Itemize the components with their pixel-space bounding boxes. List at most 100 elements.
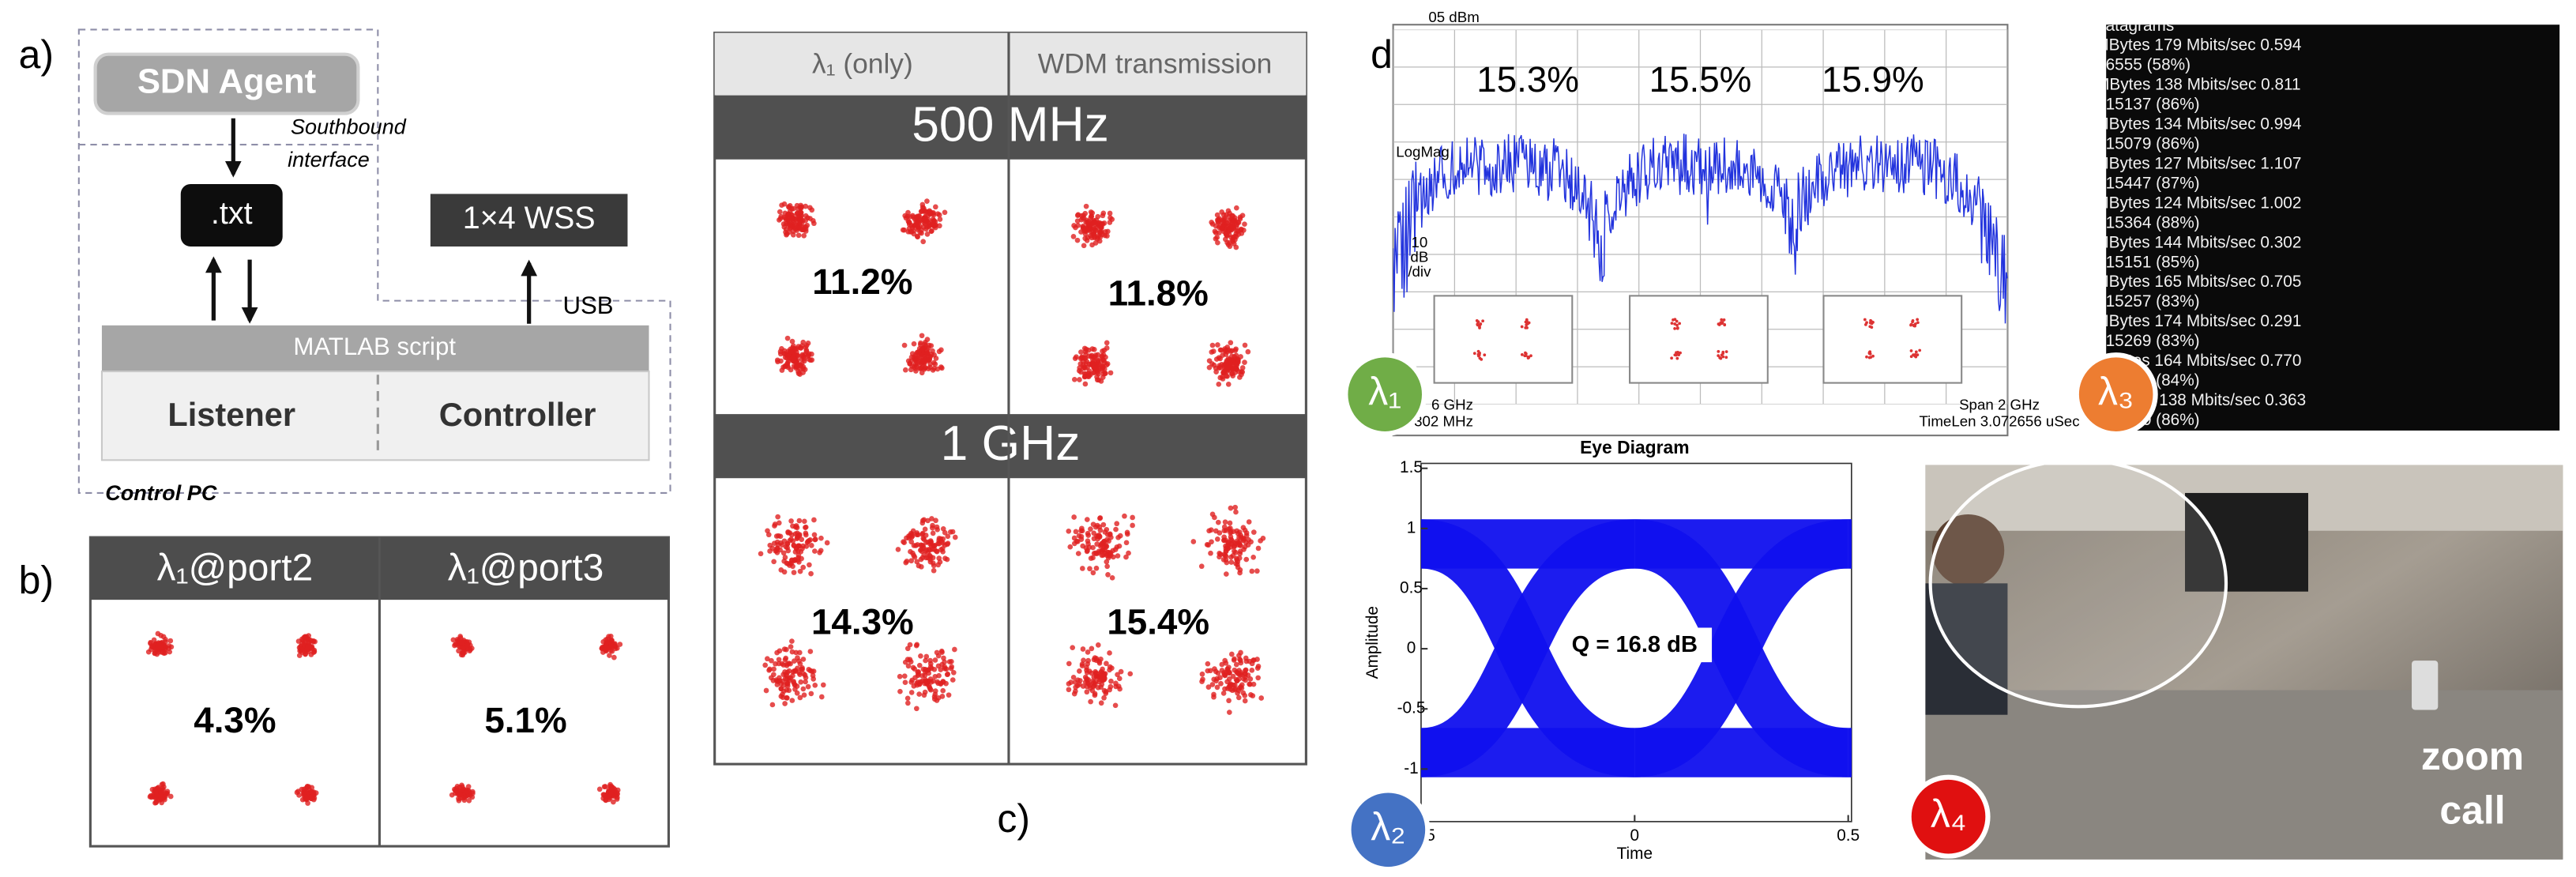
constellation-point [911, 552, 917, 559]
constellation-point [1104, 563, 1110, 570]
constellation-point [936, 212, 942, 218]
terminal-line: ms 3820/6555 (58%) [2038, 56, 2191, 74]
constellation-point [1091, 530, 1097, 536]
constellation-point [1231, 657, 1237, 663]
constellation-point [1107, 210, 1113, 216]
constellation-point [921, 205, 927, 211]
constellation-point [1228, 505, 1234, 511]
constellation-point [1250, 529, 1257, 535]
matlab-bar [101, 325, 649, 372]
constellation-point [299, 786, 305, 792]
constellation-point [788, 367, 794, 373]
constellation-point [1233, 244, 1239, 250]
constellation-point [1219, 661, 1225, 668]
constellation-point [1221, 672, 1228, 678]
constellation-point [1223, 548, 1229, 554]
constellation-point [1077, 668, 1082, 674]
constellation-point [1088, 209, 1094, 215]
photo-table [1925, 690, 2563, 860]
constellation-point [1230, 239, 1235, 244]
constellation-point [1102, 671, 1108, 676]
photo-caption: zoom [2421, 734, 2524, 778]
constellation-point [931, 212, 937, 218]
evm-value: 14.3% [811, 601, 914, 642]
constellation-point [1085, 548, 1090, 554]
constellation-point [145, 649, 152, 655]
constellation-point [1089, 670, 1095, 676]
inset-point [1670, 356, 1673, 360]
inset-point [1914, 350, 1918, 354]
constellation-point [607, 781, 613, 788]
constellation-point [806, 537, 812, 544]
constellation-point [927, 364, 933, 371]
constellation-point [1214, 676, 1220, 682]
badge-label: λ₁ [1368, 369, 1401, 413]
constellation-point [1095, 533, 1101, 540]
badge-label: λ₄ [1931, 792, 1966, 836]
constellation-point [912, 666, 918, 672]
constellation-point [1248, 539, 1254, 545]
constellation-point [780, 364, 786, 370]
constellation-point [921, 517, 927, 523]
q-value: Q = 16.8 dB [1572, 632, 1698, 657]
inset-point [1717, 323, 1721, 326]
label: interface [288, 148, 370, 171]
constellation-point [1232, 687, 1238, 693]
constellation-point [914, 559, 920, 565]
constellation-point [1093, 367, 1100, 372]
constellation-point [1071, 535, 1077, 541]
label: 1×4 WSS [463, 201, 596, 235]
spectrum-trace [1393, 134, 2008, 324]
constellation-point [1247, 658, 1253, 664]
constellation-point [792, 682, 798, 688]
constellation-point [783, 672, 789, 678]
constellation-point [1250, 693, 1256, 698]
constellation-point [800, 564, 807, 570]
inset-point [1721, 355, 1725, 359]
constellation-point [1215, 239, 1220, 246]
constellation-point [897, 673, 903, 679]
constellation-point [1095, 352, 1101, 358]
constellation-point [1247, 681, 1252, 687]
constellation-point [916, 563, 922, 569]
inset-point [1526, 356, 1530, 360]
constellation-point [1113, 526, 1119, 533]
constellation-point [901, 673, 908, 679]
constellation-point [1079, 566, 1085, 571]
inset-point [1524, 351, 1527, 355]
constellation-point [794, 690, 800, 696]
constellation-point [1227, 520, 1233, 526]
constellation-point [1214, 212, 1220, 218]
constellation-point [914, 532, 920, 538]
constellation-point [790, 523, 795, 529]
inset-point [1672, 318, 1675, 322]
constellation-point [932, 691, 938, 698]
constellation-point [1095, 684, 1101, 691]
constellation-point [808, 570, 814, 577]
constellation-point [1254, 568, 1260, 574]
constellation-point [803, 203, 809, 209]
constellation-point [919, 333, 925, 339]
constellation-point [788, 644, 794, 649]
constellation-point [1101, 220, 1107, 226]
dashed-outline [77, 28, 671, 494]
constellation-point [767, 548, 773, 554]
constellation-point [1212, 514, 1217, 521]
constellation-point [1223, 352, 1229, 357]
evm-value: 11.2% [812, 262, 912, 302]
constellation-point [1236, 668, 1242, 673]
constellation-point [456, 648, 461, 654]
constellation-point [921, 217, 927, 223]
constellation-point [1255, 545, 1262, 551]
constellation-point [789, 557, 795, 563]
constellation-point [1074, 539, 1081, 544]
constellation-point [1113, 680, 1119, 687]
constellation-point [1103, 371, 1108, 376]
y-tick-label: 1 [1407, 518, 1416, 536]
constellation-point [812, 682, 818, 688]
constellation-point [457, 791, 463, 797]
constellation-point [769, 702, 776, 708]
terminal [2106, 24, 2560, 431]
constellation-point [922, 341, 928, 348]
